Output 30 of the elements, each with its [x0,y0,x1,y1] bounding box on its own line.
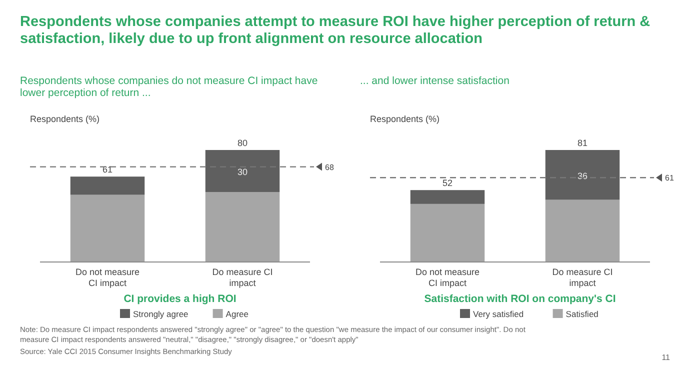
text: 11 [662,353,671,362]
chart-title: Respondents whose companies attempt to measure ROI have higher perception of return & satisfaction, likely due to up front alignment on resource allocation [20,14,651,47]
bar [545,200,620,262]
legend-label: Satisfied [566,309,599,319]
bar [410,204,485,262]
y-axis-title: Respondents (%) [370,114,440,124]
bar [70,194,145,262]
bar [545,150,620,200]
legend-label: Very satisfied [473,309,524,319]
bar [70,176,145,195]
x-tick-label: Do not measure CI impact [415,267,480,288]
ref-line-label: 68 [325,162,334,172]
x-tick-label: Do measure CI impact [212,267,273,288]
bar [410,190,485,204]
bar [205,150,280,192]
total-label: 80 [237,138,248,148]
total-label: 81 [577,138,588,148]
x-tick-label: Do not measure CI impact [75,267,140,288]
data-label: 30 [237,167,248,177]
ref-line-label: 61 [665,174,674,183]
chart-subtitle: Respondents whose companies do not measure CI impact have lower perception of return ... [20,75,318,99]
legend-label: Strongly agree [133,309,189,319]
x-axis-title: CI provides a high ROI [124,293,236,305]
y-axis-title: Respondents (%) [30,114,100,124]
total-label: 52 [442,178,453,188]
x-tick-label: Do measure CI impact [552,267,613,288]
chart-subtitle: ... and lower intense satisfaction [360,75,510,87]
x-axis-title: Satisfaction with ROI on company's CI [424,293,616,305]
legend-label: Agree [226,309,249,319]
bar [205,192,280,262]
